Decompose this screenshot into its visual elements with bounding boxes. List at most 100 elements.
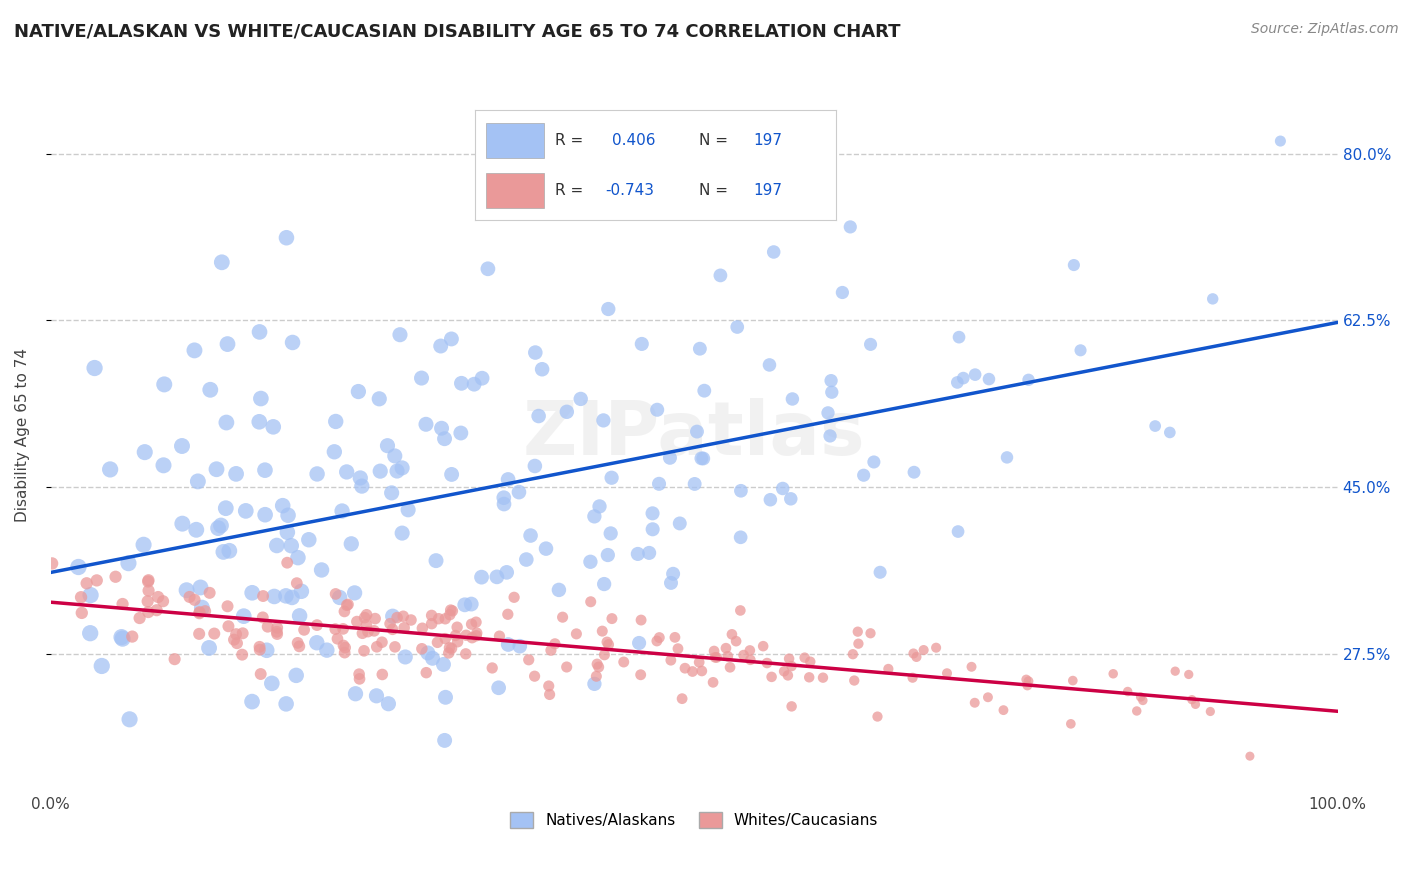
Point — [450, 376, 472, 391]
Point — [1270, 134, 1292, 148]
Point — [194, 604, 217, 618]
Point — [333, 604, 356, 618]
Point — [350, 479, 373, 493]
Point — [391, 526, 413, 541]
Point — [212, 545, 235, 559]
Point — [844, 673, 866, 688]
Point — [527, 409, 550, 423]
Point — [422, 651, 444, 665]
Point — [340, 537, 363, 551]
Point — [290, 584, 312, 599]
Point — [368, 392, 391, 406]
Point — [67, 560, 90, 574]
Point — [187, 475, 209, 489]
Y-axis label: Disability Age 65 to 74: Disability Age 65 to 74 — [15, 348, 30, 522]
Point — [285, 668, 308, 682]
Point — [396, 503, 419, 517]
Point — [859, 337, 882, 351]
Point — [183, 592, 205, 607]
Point — [671, 691, 693, 706]
Point — [598, 301, 620, 316]
Point — [153, 377, 176, 392]
Point — [263, 590, 285, 604]
Point — [648, 476, 671, 491]
Point — [305, 618, 328, 632]
Point — [658, 450, 681, 465]
Point — [481, 661, 503, 675]
Point — [145, 603, 167, 617]
Point — [254, 508, 277, 522]
Point — [762, 244, 785, 259]
Point — [235, 504, 257, 518]
Point — [385, 610, 408, 624]
Point — [347, 384, 370, 399]
Point — [188, 605, 211, 619]
Point — [758, 358, 780, 372]
Point — [903, 465, 925, 479]
Point — [683, 477, 706, 491]
Point — [437, 646, 460, 660]
Point — [901, 671, 924, 685]
Point — [434, 632, 457, 646]
Point — [411, 371, 433, 385]
Point — [690, 451, 713, 466]
Point — [411, 621, 433, 635]
Point — [79, 588, 101, 602]
Point — [266, 624, 288, 639]
Point — [179, 590, 201, 604]
Point — [492, 491, 515, 505]
Point — [1126, 704, 1149, 718]
Point — [70, 606, 93, 620]
Point — [692, 451, 714, 466]
Point — [353, 610, 375, 624]
Point — [215, 416, 238, 430]
Point — [343, 586, 366, 600]
Point — [381, 486, 404, 500]
Point — [454, 628, 477, 642]
Point — [613, 655, 636, 669]
Point — [588, 500, 610, 514]
Point — [388, 327, 411, 342]
Text: Source: ZipAtlas.com: Source: ZipAtlas.com — [1251, 22, 1399, 37]
Point — [76, 576, 98, 591]
Point — [666, 641, 689, 656]
Point — [460, 617, 482, 632]
Point — [364, 611, 387, 625]
Point — [152, 594, 174, 608]
Point — [205, 462, 228, 476]
Point — [630, 613, 652, 627]
Point — [202, 626, 225, 640]
Point — [995, 450, 1018, 465]
Point — [110, 630, 132, 644]
Text: ZIPatlas: ZIPatlas — [523, 398, 866, 471]
Point — [232, 626, 254, 640]
Point — [249, 640, 271, 654]
Point — [356, 607, 378, 622]
Point — [936, 666, 959, 681]
Point — [641, 522, 664, 536]
Point — [730, 483, 752, 498]
Point — [349, 471, 371, 485]
Point — [378, 616, 401, 631]
Point — [793, 650, 815, 665]
Point — [134, 445, 156, 459]
Point — [138, 573, 160, 587]
Point — [471, 371, 494, 385]
Point — [366, 689, 388, 703]
Point — [703, 644, 725, 658]
Point — [232, 609, 254, 624]
Point — [439, 640, 461, 655]
Point — [371, 667, 394, 681]
Point — [240, 695, 263, 709]
Point — [630, 337, 652, 351]
Text: NATIVE/ALASKAN VS WHITE/CAUCASIAN DISABILITY AGE 65 TO 74 CORRELATION CHART: NATIVE/ALASKAN VS WHITE/CAUCASIAN DISABI… — [14, 22, 901, 40]
Point — [673, 661, 696, 675]
Point — [821, 385, 844, 400]
Point — [252, 589, 274, 603]
Point — [315, 643, 337, 657]
Point — [256, 643, 278, 657]
Point — [744, 147, 766, 161]
Point — [818, 429, 841, 443]
Point — [517, 653, 540, 667]
Point — [280, 539, 302, 553]
